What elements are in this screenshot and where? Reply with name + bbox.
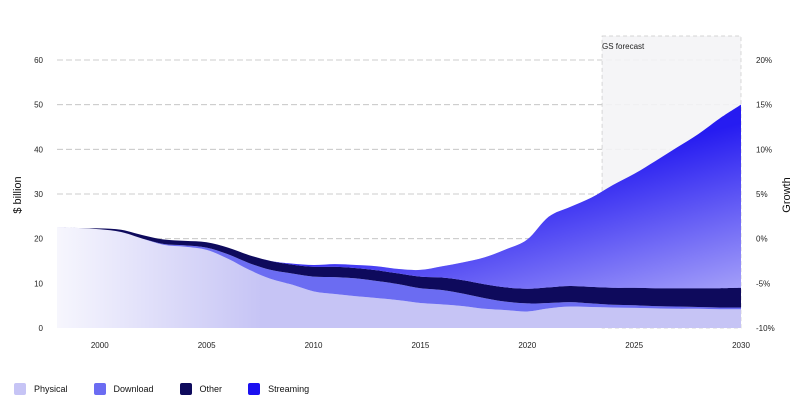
y-axis-left-title: $ billion (12, 176, 24, 213)
y-tick-label: 50 (34, 101, 43, 110)
area-download (57, 227, 741, 312)
forecast-label: GS forecast (602, 42, 645, 51)
y-axis-right-ticks: -10% -5% 0% 5% 10% 15% 20% (756, 56, 775, 333)
y2-tick-label: 20% (756, 56, 772, 65)
y2-tick-label: -10% (756, 324, 775, 333)
legend-swatch-other (179, 383, 192, 395)
x-tick-label: 2005 (198, 341, 216, 350)
y-tick-label: 10 (34, 279, 43, 288)
y2-tick-label: -5% (756, 279, 770, 288)
legend-item-other: Other (179, 383, 223, 395)
legend-label-streaming: Streaming (268, 384, 310, 394)
legend-swatch-streaming (248, 383, 261, 395)
y-axis-left-ticks: 0 10 20 30 40 50 60 (34, 56, 43, 333)
x-tick-label: 2010 (305, 341, 323, 350)
legend-item-streaming: Streaming (248, 383, 309, 395)
y-axis-right-title: Growth (781, 177, 793, 212)
x-tick-label: 2020 (518, 341, 536, 350)
y-tick-label: 60 (34, 56, 43, 65)
area-streaming-fade (57, 104, 741, 289)
legend-swatch-download (93, 383, 106, 395)
y2-tick-label: 5% (756, 190, 768, 199)
x-tick-label: 2000 (91, 341, 109, 350)
y-tick-label: 20 (34, 235, 43, 244)
x-tick-label: 2030 (732, 341, 750, 350)
x-tick-label: 2015 (411, 341, 429, 350)
y-tick-label: 40 (34, 145, 43, 154)
legend-swatch-physical (14, 383, 26, 395)
area-series (57, 104, 741, 328)
x-axis-ticks: 2000 2005 2010 2015 2020 2025 2030 (91, 341, 751, 350)
legend-label-download: Download (113, 384, 154, 394)
legend-item-physical: Physical (14, 383, 68, 395)
y2-tick-label: 15% (756, 101, 772, 110)
legend-item-download: Download (93, 383, 154, 395)
y2-tick-label: 10% (756, 145, 772, 154)
y2-tick-label: 0% (756, 235, 768, 244)
x-tick-label: 2025 (625, 341, 643, 350)
legend: Physical Download Other Streaming (14, 383, 335, 395)
y-tick-label: 0 (39, 324, 44, 333)
y-tick-label: 30 (34, 190, 43, 199)
legend-label-physical: Physical (34, 384, 68, 394)
area-physical-fade (57, 227, 741, 328)
area-other (57, 227, 741, 308)
legend-label-other: Other (199, 384, 223, 394)
